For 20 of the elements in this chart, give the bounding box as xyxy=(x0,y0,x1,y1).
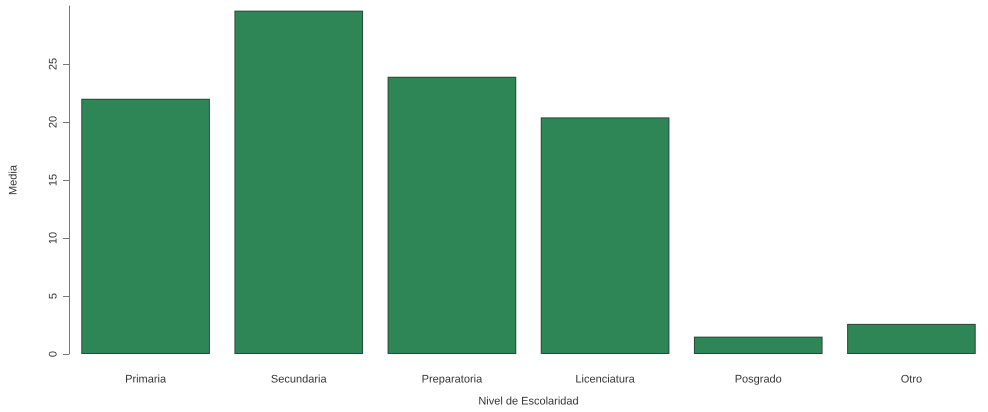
y-axis-title: Media xyxy=(8,164,20,195)
bar xyxy=(847,324,976,354)
x-tick-label: Secundaria xyxy=(270,374,328,386)
y-tick-label: 25 xyxy=(48,58,60,70)
y-tick-label: 10 xyxy=(48,232,60,244)
y-tick-label: 5 xyxy=(48,292,60,300)
bar xyxy=(388,76,516,354)
y-tick-label: 0 xyxy=(48,350,60,358)
bar xyxy=(81,98,210,354)
x-tick-label: Primaria xyxy=(125,374,167,386)
bar xyxy=(234,10,364,354)
x-tick-label: Otro xyxy=(900,374,922,386)
y-tick-label: 15 xyxy=(48,174,60,186)
x-tick-label: Licenciatura xyxy=(575,374,636,386)
y-tick-label: 20 xyxy=(48,116,60,128)
bar xyxy=(540,117,670,354)
x-tick-label: Preparatoria xyxy=(422,374,484,386)
x-tick-label: Posgrado xyxy=(734,374,782,386)
bar xyxy=(694,336,823,354)
x-axis-title: Nivel de Escolaridad xyxy=(478,396,579,408)
